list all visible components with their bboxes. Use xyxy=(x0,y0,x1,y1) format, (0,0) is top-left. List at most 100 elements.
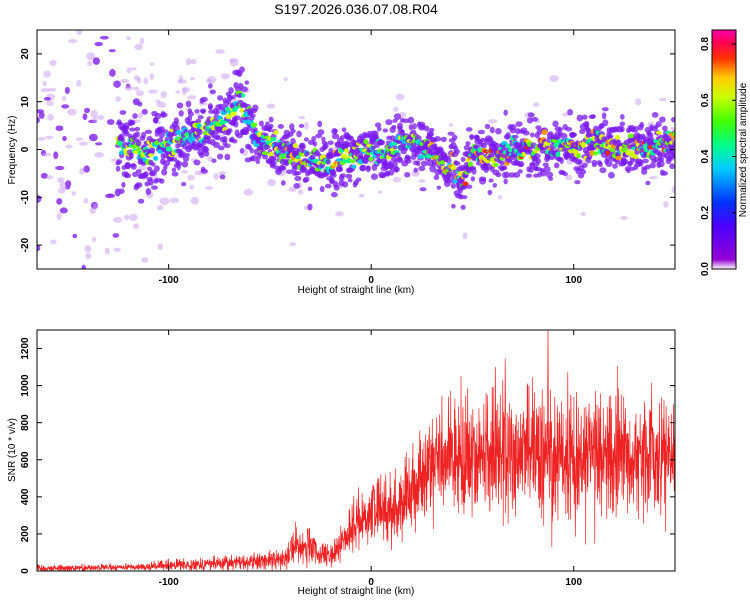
spectrogram-cell xyxy=(123,130,130,137)
spectrogram-cell xyxy=(440,136,447,143)
spectrogram-cell xyxy=(439,160,446,165)
spectrogram-cell xyxy=(181,169,189,174)
spectrogram-cell xyxy=(641,158,649,164)
spectrogram-cell xyxy=(145,188,152,196)
spectrogram-cell xyxy=(156,101,167,108)
spectrogram-cell xyxy=(285,169,293,175)
spectrogram-cell xyxy=(648,176,658,180)
spectrogram-cell xyxy=(517,169,523,174)
spectrogram-cell xyxy=(499,160,505,166)
spectrogram-cell xyxy=(450,183,457,189)
spectrogram-cell xyxy=(42,80,47,87)
spectrogram-cell xyxy=(548,131,554,136)
spectrogram-cell xyxy=(283,77,288,82)
spectrogram-cell xyxy=(515,128,521,135)
snr-y-tick-label: 1200 xyxy=(20,337,31,360)
spectrogram-cell xyxy=(140,5,146,9)
spectrogram-cell xyxy=(671,185,675,194)
spectrogram-cell xyxy=(171,171,179,177)
spectrogram-cell xyxy=(484,123,491,130)
spectrogram-cell xyxy=(76,80,82,87)
spectrogram-cell xyxy=(555,151,561,158)
spectrogram-cell xyxy=(200,109,206,114)
spectrogram-cell xyxy=(181,161,189,168)
spectrogram-cell xyxy=(447,131,455,136)
spectrogram-cell xyxy=(562,112,569,117)
spectrogram-cell xyxy=(461,195,468,200)
spectrogram-cell xyxy=(645,180,651,186)
spectrogram-cell xyxy=(116,159,123,164)
spectrogram-cell xyxy=(159,178,165,184)
spectrogram-cell xyxy=(159,197,170,205)
spectrogram-cell xyxy=(304,121,309,130)
spectrogram-cell xyxy=(94,367,99,370)
spectrogram-cell xyxy=(95,299,100,304)
spectrogram-cell xyxy=(143,171,149,178)
spectrogram-cell xyxy=(149,73,155,80)
spectrogram-cell xyxy=(239,148,245,154)
spectrogram-cell xyxy=(592,151,599,156)
colorbar-ticks: 0.0 0.2 0.4 0.6 0.8 xyxy=(700,37,736,276)
spectrogram-cell xyxy=(639,121,645,128)
spectrogram-cell xyxy=(212,141,220,149)
spectrogram-cell xyxy=(121,181,126,188)
spectrogram-cell xyxy=(91,322,99,328)
spectrogram-cell xyxy=(47,113,54,121)
spectrogram-cell xyxy=(208,104,213,111)
spectrogram-cell xyxy=(220,73,230,80)
spectrogram-cell xyxy=(252,104,259,112)
spectrogram-cell xyxy=(190,196,199,205)
spectrogram-cell xyxy=(392,106,399,112)
spectrogram-cell xyxy=(317,120,323,128)
spectrogram-cell xyxy=(471,168,477,175)
spectrogram-cell xyxy=(372,130,379,137)
spectrogram-cell xyxy=(621,158,629,165)
spectrogram-cell xyxy=(53,151,59,160)
spectrogram-cell xyxy=(66,276,72,282)
spectrogram-cell xyxy=(249,147,254,154)
spectrogram-cell xyxy=(424,125,430,132)
spectrogram-cell xyxy=(55,125,64,132)
spectrogram-cell xyxy=(460,204,466,210)
spectrogram-cell xyxy=(661,171,669,176)
spectrogram-cell xyxy=(132,113,138,119)
spectrogram-cell xyxy=(605,160,613,167)
spectrogram-y-tick-label: -10 xyxy=(20,190,31,205)
spectrogram-cell xyxy=(670,117,675,123)
spectrogram-cell xyxy=(565,174,573,181)
spectrogram-cell xyxy=(460,156,466,162)
spectrogram-cell xyxy=(657,160,665,168)
spectrogram-cell xyxy=(311,136,317,142)
spectrogram-cell xyxy=(37,244,41,252)
spectrogram-cell xyxy=(255,159,261,165)
spectrogram-cell xyxy=(562,171,568,177)
spectrogram-cell xyxy=(55,165,65,171)
spectrogram-cell xyxy=(477,129,486,135)
colorbar-tick-label: 0.8 xyxy=(700,37,711,51)
spectrogram-cell xyxy=(270,156,277,161)
spectrogram-cell xyxy=(312,141,318,147)
spectrogram-cell xyxy=(372,154,377,159)
spectrogram-cell xyxy=(92,57,101,65)
spectrogram-cell xyxy=(315,149,320,156)
spectrogram-cell xyxy=(202,145,209,152)
spectrogram-cell xyxy=(37,136,46,141)
spectrogram-cell xyxy=(92,14,101,20)
spectrogram-cell xyxy=(659,116,666,123)
spectrogram-cell xyxy=(488,178,494,183)
spectrogram-cell xyxy=(90,110,98,118)
spectrogram-y-axis-label: Frequency (Hz) xyxy=(7,116,18,185)
spectrogram-x-tick-label: 0 xyxy=(368,275,374,286)
spectrogram-cell xyxy=(296,130,302,138)
spectrogram-cell xyxy=(436,185,442,190)
spectrogram-cell xyxy=(392,145,398,150)
spectrogram-cell xyxy=(526,117,534,124)
colorbar-tick-label: 0.2 xyxy=(700,205,711,219)
spectrogram-cell xyxy=(104,247,110,255)
spectrogram-cell xyxy=(120,138,126,143)
spectrogram-cell xyxy=(479,177,487,185)
spectrogram-cell xyxy=(253,143,260,148)
spectrogram-cell xyxy=(339,173,347,178)
spectrogram-cell xyxy=(84,245,92,253)
spectrogram-cell xyxy=(542,162,549,168)
